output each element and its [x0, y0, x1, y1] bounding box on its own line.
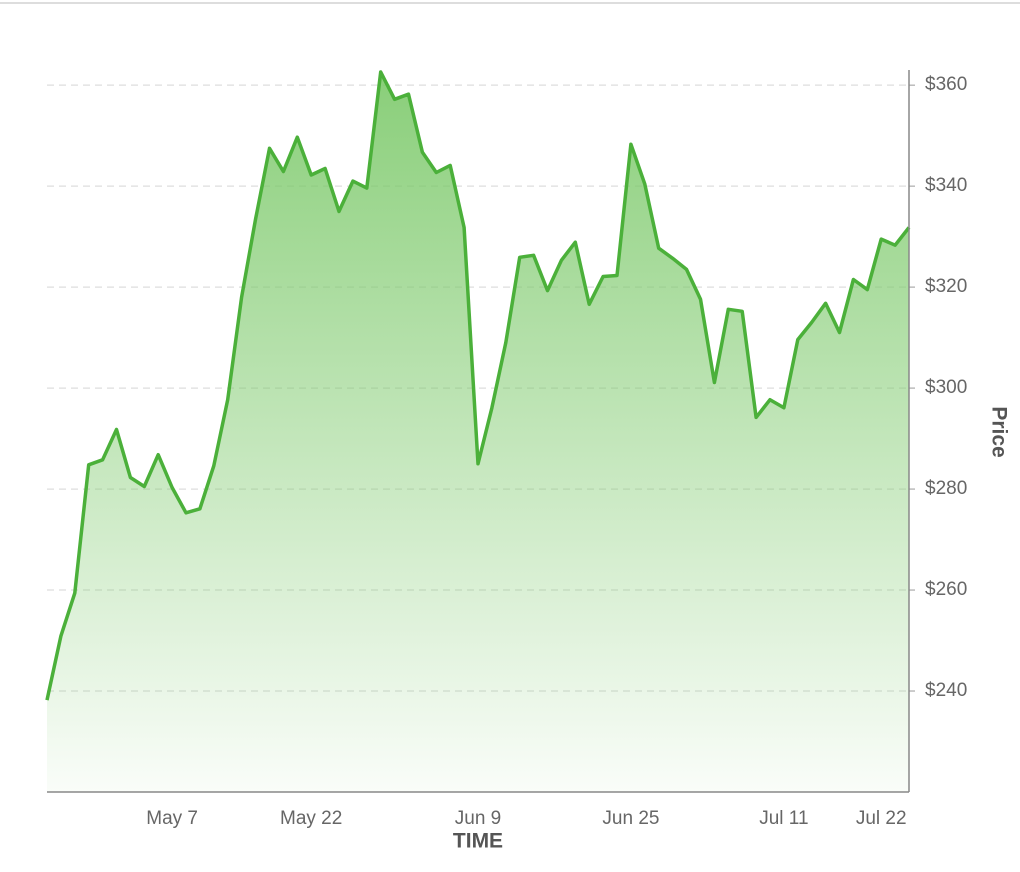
area	[47, 72, 909, 792]
y-tick-label: $340	[925, 175, 967, 196]
x-axis-title: TIME	[453, 830, 503, 853]
x-tick-label: Jul 22	[856, 808, 907, 829]
y-tick-label: $280	[925, 478, 967, 499]
x-tick-label: May 22	[280, 808, 342, 829]
x-tick-label: Jun 9	[455, 808, 501, 829]
y-tick-label: $320	[925, 276, 967, 297]
y-tick-label: $260	[925, 579, 967, 600]
y-tick-label: $240	[925, 680, 967, 701]
y-tick-label: $360	[925, 74, 967, 95]
y-axis-title: Price	[987, 406, 1010, 457]
x-tick-label: Jul 11	[759, 808, 808, 829]
line	[45, 70, 911, 701]
x-tick-label: May 7	[146, 808, 198, 829]
x-tick-label: Jun 25	[602, 808, 659, 829]
y-tick-label: $300	[925, 377, 967, 398]
